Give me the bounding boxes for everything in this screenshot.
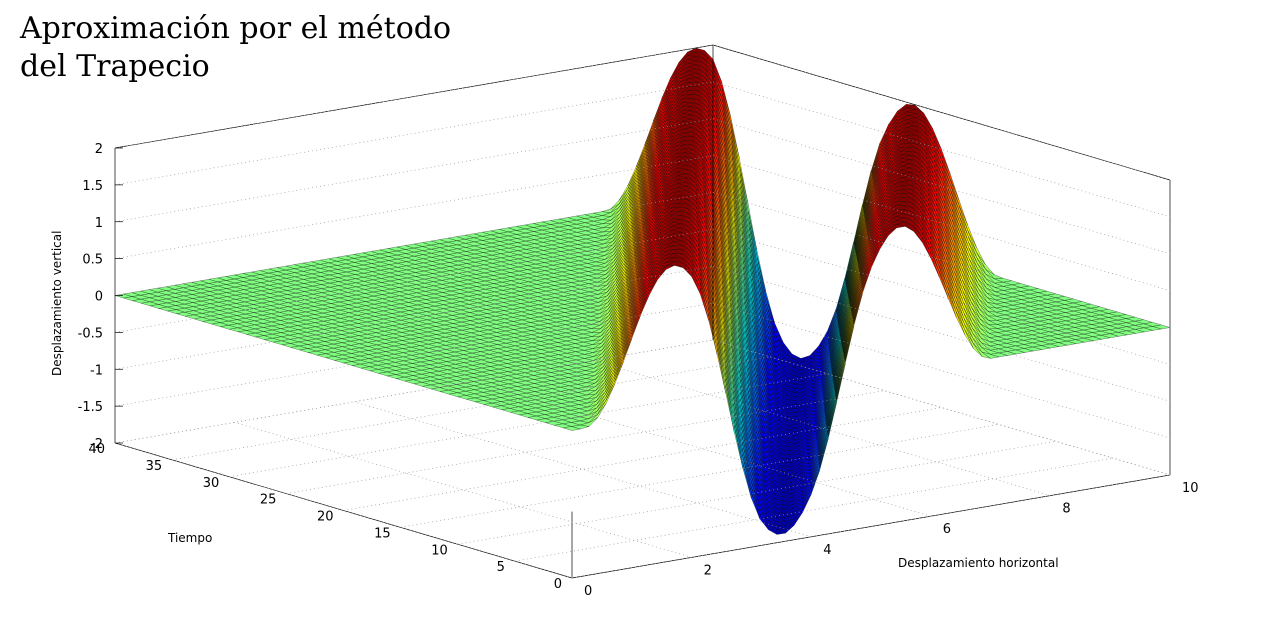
surface-mesh [114,47,1171,535]
z-tick-label: 1.5 [82,179,103,194]
z-grid-line [114,81,714,186]
x-axis-line [571,474,1171,579]
z-tick-label: -1.5 [78,400,103,415]
y-tick-label: 20 [317,510,334,525]
z-tick-label: 2 [95,142,103,157]
x-tick-label: 8 [1062,502,1070,517]
x-tick-label: 2 [704,563,712,578]
y-tick-label: 10 [431,543,448,558]
y-grid-line [400,424,999,528]
x-tick-label: 6 [943,522,951,537]
y-tick-label: 0 [554,577,562,592]
y-tick-label: 30 [203,476,220,491]
y-tick-label: 25 [260,493,277,508]
chart-title-line-2: del Trapecio [20,49,210,84]
x-axis-label: Desplazamiento horizontal [898,556,1059,570]
x-grid-line [234,422,692,558]
z-tick-label: 0 [95,290,103,305]
z-axis-label: Desplazamiento vertical [50,231,64,376]
z-tick-label: -1 [90,363,103,378]
chart-title-line-1: Aproximación por el método [20,11,452,46]
y-tick-label: 5 [497,560,505,575]
x-tick-label: 10 [1182,481,1199,496]
z-tick-label: 1 [95,216,103,231]
y-axis-label: Tiempo [167,531,212,545]
y-grid-line [343,407,942,511]
y-tick-label: 40 [88,442,105,457]
y-tick-label: 35 [146,459,163,474]
z-tick-label: -0.5 [78,326,103,341]
y-tick-label: 15 [374,526,391,541]
chart-title: Aproximación por el método del Trapecio [20,10,540,86]
z-tick-label: 0.5 [82,253,103,268]
x-tick-label: 0 [584,584,592,599]
back-left-top-edge [114,44,714,149]
x-tick-label: 4 [823,543,831,558]
